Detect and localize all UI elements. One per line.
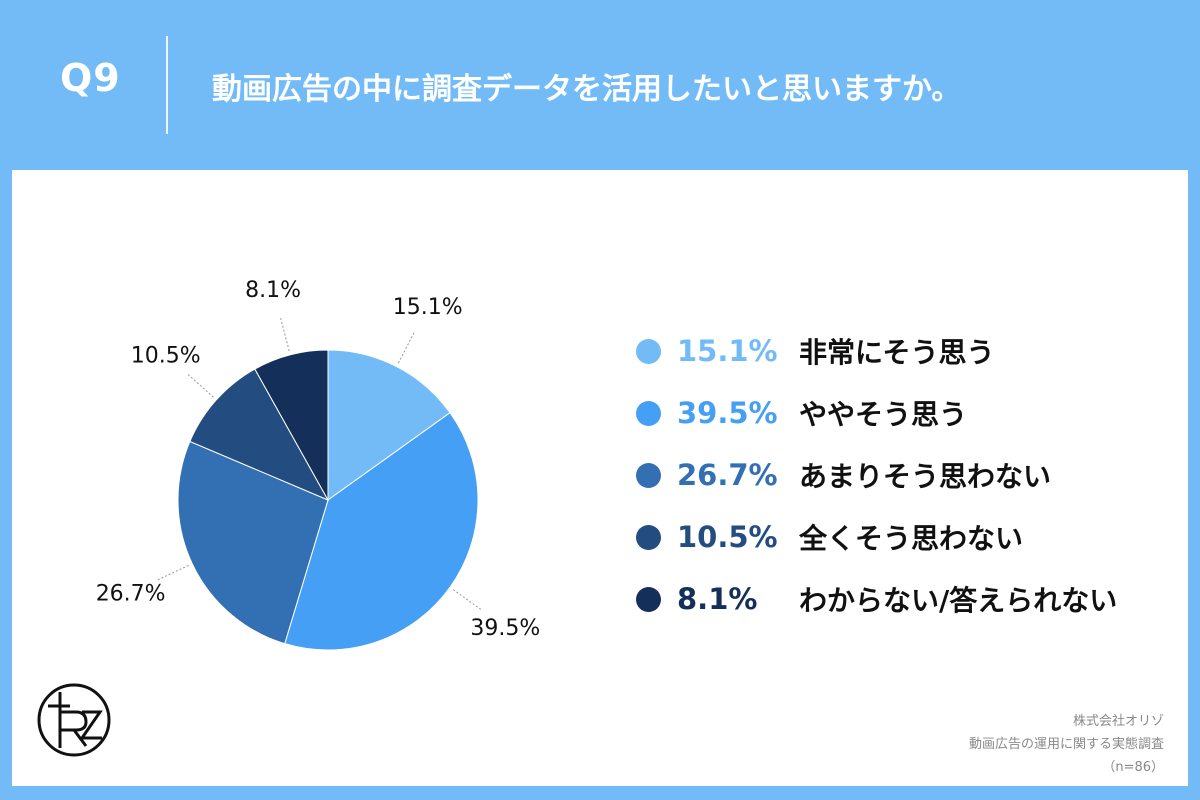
- pie-slice: [254, 349, 329, 502]
- slice-value-label: 8.1%: [245, 278, 301, 303]
- slice-value-label: 15.1%: [393, 295, 463, 320]
- legend-item: 15.1% 非常にそう思う: [636, 320, 1176, 382]
- legend-item: 39.5% ややそう思う: [636, 382, 1176, 444]
- slice-value-label: 39.5%: [470, 616, 540, 641]
- header-divider: [166, 36, 168, 134]
- legend-label: 全くそう思わない: [799, 522, 1024, 555]
- header: Q9 動画広告の中に調査データを活用したいと思いますか。: [0, 0, 1200, 170]
- legend-value: 39.5%: [677, 396, 778, 430]
- pie-slice: [284, 412, 479, 651]
- slice-value-label: 26.7%: [96, 582, 166, 607]
- label-leader-line: [157, 564, 189, 581]
- label-leader-line: [280, 317, 290, 352]
- legend-dot: [636, 586, 661, 612]
- pie-slice: [189, 368, 330, 502]
- legend-label: わからない/答えられない: [799, 584, 1118, 617]
- legend-dot: [636, 338, 661, 364]
- label-leader-line: [187, 374, 214, 398]
- legend-value: 8.1%: [677, 582, 758, 616]
- legend-item: 26.7% あまりそう思わない: [636, 444, 1176, 506]
- legend-value: 15.1%: [677, 334, 778, 368]
- legend-item: 10.5% 全くそう思わない: [636, 506, 1176, 568]
- chart-card: 15.1% 39.5% 26.7% 10.5% 8.1% 15.1% 非常にそう思う 3…: [12, 170, 1188, 786]
- legend-dot: [636, 524, 661, 550]
- legend-label: あまりそう思わない: [799, 460, 1052, 493]
- question-number: Q9: [60, 56, 121, 100]
- company-logo: [37, 683, 111, 757]
- legend: 15.1% 非常にそう思う 39.5% ややそう思う 26.7% あまりそう思わ…: [636, 320, 1176, 630]
- label-leader-line: [452, 589, 482, 610]
- source-sample: （n=86）: [1102, 760, 1164, 775]
- source-survey: 動画広告の運用に関する実態調査: [968, 737, 1164, 752]
- legend-dot: [636, 400, 661, 426]
- legend-value: 26.7%: [677, 458, 778, 492]
- legend-dot: [636, 462, 661, 488]
- source-note: 株式会社オリゾ 動画広告の運用に関する実態調査 （n=86）: [969, 710, 1164, 779]
- legend-label: ややそう思う: [799, 398, 968, 431]
- slice-value-label: 10.5%: [131, 343, 201, 368]
- pie-chart: 15.1% 39.5% 26.7% 10.5% 8.1%: [96, 278, 540, 651]
- source-company: 株式会社オリゾ: [1072, 714, 1164, 729]
- pie-slice: [177, 440, 329, 645]
- legend-value: 10.5%: [677, 520, 778, 554]
- question-title: 動画広告の中に調査データを活用したいと思いますか。: [212, 72, 962, 107]
- label-leader-line: [397, 332, 415, 364]
- legend-label: 非常にそう思う: [799, 336, 995, 369]
- pie-slice: [327, 349, 451, 501]
- legend-item: 8.1% わからない/答えられない: [636, 568, 1176, 630]
